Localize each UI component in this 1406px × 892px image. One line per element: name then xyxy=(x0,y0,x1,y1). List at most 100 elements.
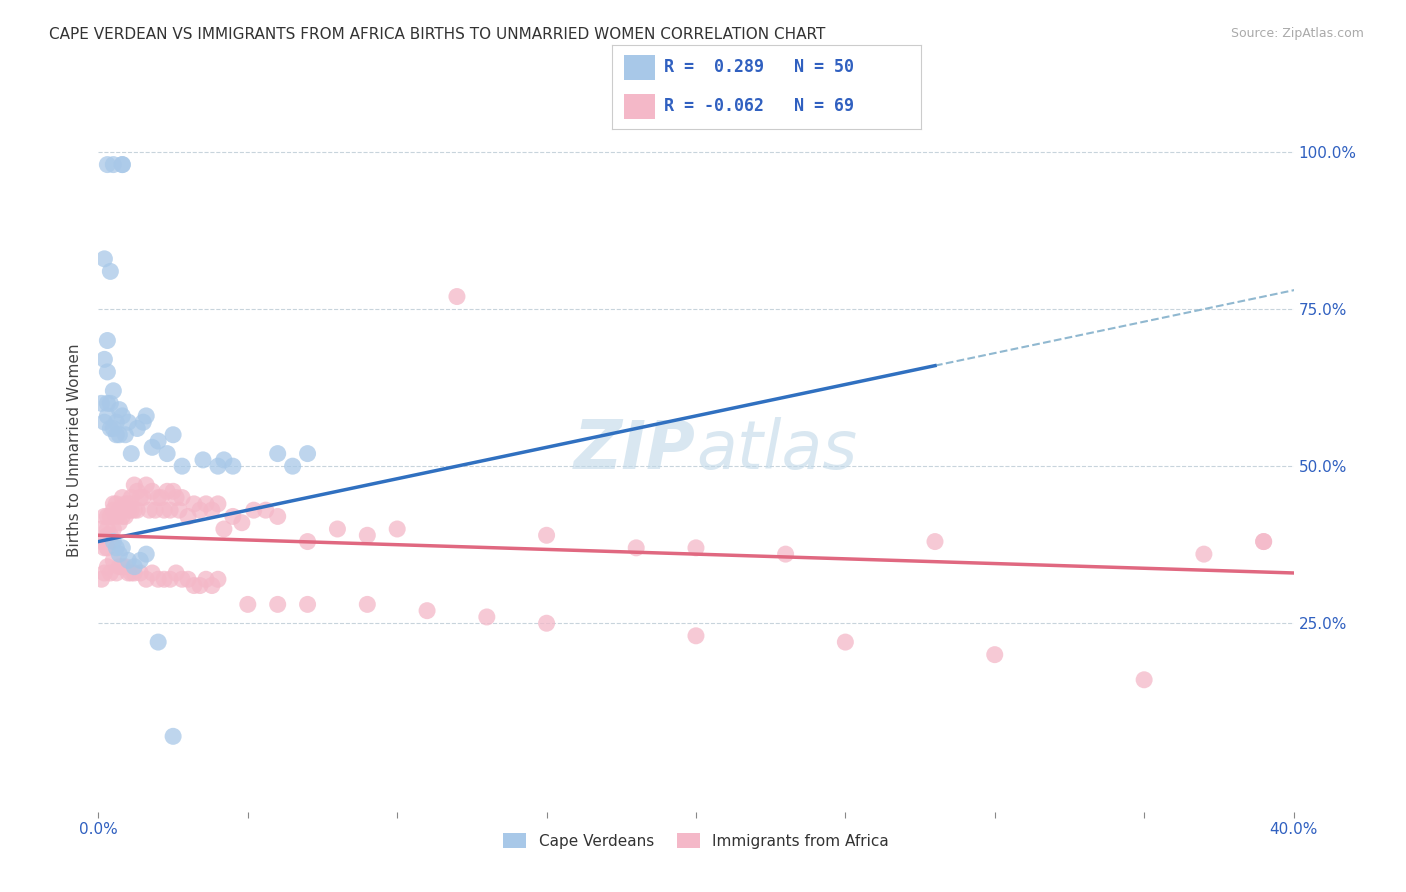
Point xyxy=(111,158,134,172)
Point xyxy=(159,503,181,517)
Point xyxy=(98,421,122,435)
Point xyxy=(93,509,115,524)
Point xyxy=(254,503,277,517)
Point xyxy=(96,509,118,524)
Point xyxy=(98,509,122,524)
Point xyxy=(141,440,163,454)
Point xyxy=(236,598,259,612)
Point xyxy=(108,547,131,561)
Point xyxy=(167,503,190,517)
Point xyxy=(475,610,498,624)
Point xyxy=(103,497,125,511)
Point xyxy=(124,478,146,492)
Point xyxy=(90,572,112,586)
Point xyxy=(207,497,229,511)
Point xyxy=(98,566,122,580)
Point xyxy=(93,541,115,555)
Point xyxy=(775,547,797,561)
Point xyxy=(207,572,229,586)
Point xyxy=(150,491,173,505)
Point xyxy=(188,503,211,517)
Point xyxy=(120,447,142,461)
Point xyxy=(96,396,118,410)
Point xyxy=(201,503,224,517)
Point xyxy=(96,541,118,555)
Point xyxy=(188,578,211,592)
Legend: Cape Verdeans, Immigrants from Africa: Cape Verdeans, Immigrants from Africa xyxy=(498,827,894,855)
Point xyxy=(159,572,181,586)
Point xyxy=(536,528,558,542)
Point xyxy=(90,534,112,549)
Bar xyxy=(624,54,655,80)
Point xyxy=(135,409,157,423)
Point xyxy=(162,729,184,743)
Point xyxy=(267,598,290,612)
Point xyxy=(114,427,136,442)
Point xyxy=(96,334,118,348)
Point xyxy=(1253,534,1275,549)
Point xyxy=(162,484,184,499)
Point xyxy=(984,648,1007,662)
Point xyxy=(96,365,118,379)
Point xyxy=(105,541,128,555)
Point xyxy=(148,491,170,505)
Text: ZIP: ZIP xyxy=(574,417,696,483)
Point xyxy=(1133,673,1156,687)
Text: Source: ZipAtlas.com: Source: ZipAtlas.com xyxy=(1230,27,1364,40)
Point xyxy=(356,528,378,542)
Point xyxy=(231,516,253,530)
Point xyxy=(222,459,245,474)
Point xyxy=(165,491,187,505)
Point xyxy=(120,491,142,505)
Point xyxy=(212,522,235,536)
Point xyxy=(1192,547,1215,561)
Point xyxy=(191,453,214,467)
Point xyxy=(207,459,229,474)
Point xyxy=(162,427,184,442)
Bar xyxy=(624,94,655,120)
Point xyxy=(117,553,139,567)
Point xyxy=(105,497,128,511)
Point xyxy=(124,559,146,574)
Point xyxy=(132,415,155,429)
Point xyxy=(141,484,163,499)
Point xyxy=(141,566,163,580)
Point xyxy=(127,484,149,499)
Point xyxy=(416,604,439,618)
Point xyxy=(165,566,187,580)
Point xyxy=(96,522,118,536)
Point xyxy=(105,566,128,580)
Point xyxy=(129,553,152,567)
Point xyxy=(114,559,136,574)
Point xyxy=(183,578,205,592)
Point xyxy=(148,434,170,448)
Point xyxy=(135,572,157,586)
Point xyxy=(96,528,118,542)
Point xyxy=(143,503,166,517)
Text: R =  0.289   N = 50: R = 0.289 N = 50 xyxy=(664,59,855,77)
Point xyxy=(156,484,179,499)
Point xyxy=(111,541,134,555)
Point xyxy=(98,396,122,410)
Point xyxy=(105,509,128,524)
Point xyxy=(117,497,139,511)
Point xyxy=(172,572,194,586)
Text: atlas: atlas xyxy=(696,417,858,483)
Point xyxy=(103,384,125,398)
Point xyxy=(120,503,142,517)
Point xyxy=(138,503,160,517)
Point xyxy=(108,503,131,517)
Point xyxy=(148,635,170,649)
Point xyxy=(93,415,115,429)
Point xyxy=(356,598,378,612)
Point xyxy=(108,402,131,417)
Point xyxy=(834,635,856,649)
Point xyxy=(201,578,224,592)
Point xyxy=(93,534,115,549)
Point xyxy=(148,572,170,586)
Point xyxy=(105,415,128,429)
Point xyxy=(103,421,125,435)
Point xyxy=(297,534,319,549)
Point xyxy=(111,158,134,172)
Point xyxy=(536,616,558,631)
